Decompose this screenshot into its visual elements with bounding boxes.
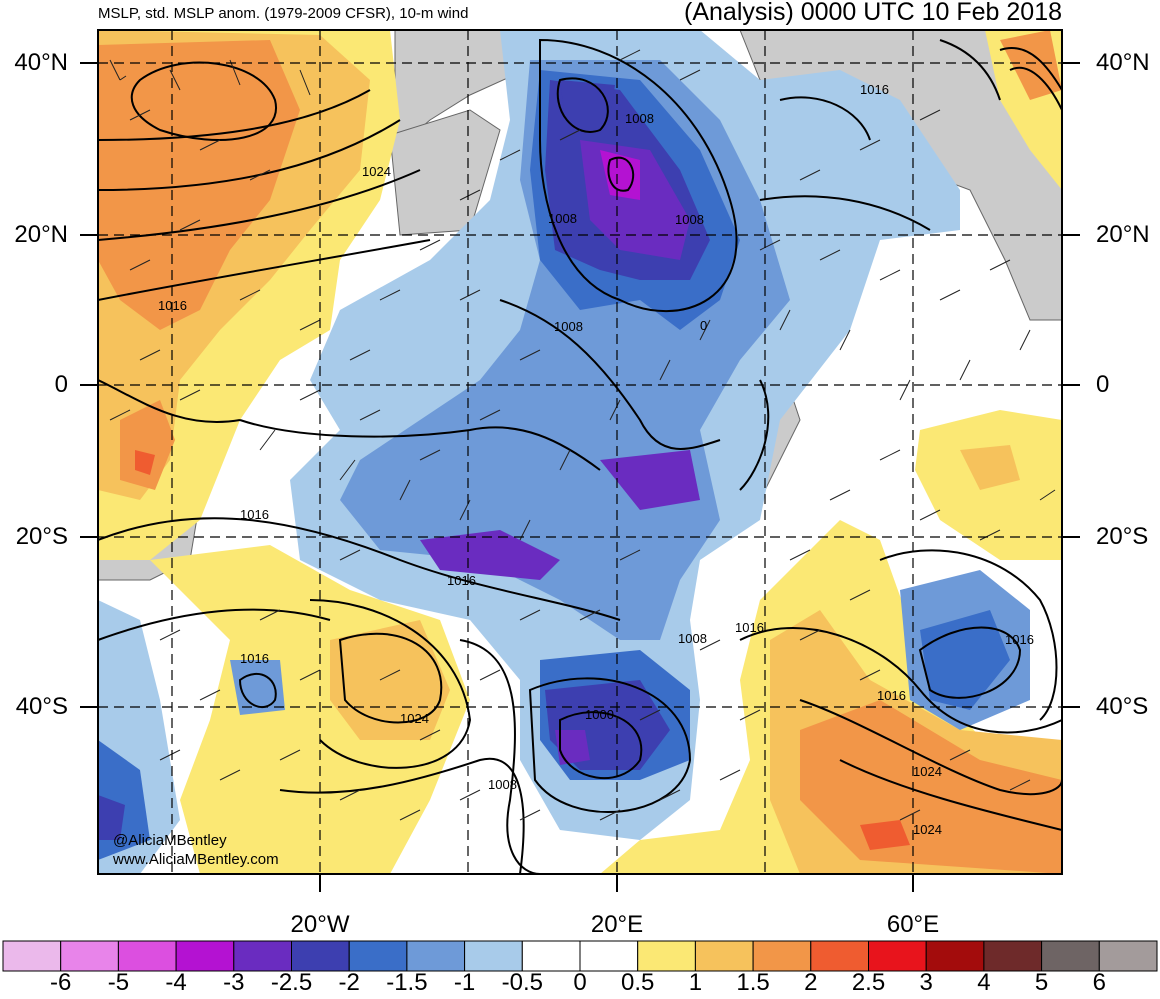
lat-label-left: 0 — [54, 371, 68, 398]
map-frame — [97, 29, 1063, 875]
credit-handle: @AliciaMBentley — [113, 832, 227, 849]
colorbar-tick-label: -5 — [107, 969, 130, 996]
colorbar-swatch — [464, 940, 523, 972]
colorbar-swatch — [752, 940, 812, 972]
colorbar-tick-label: -4 — [165, 969, 187, 996]
colorbar-swatch — [2, 940, 62, 972]
colorbar-swatch — [579, 940, 639, 972]
isobar-label: 1016 — [1005, 632, 1034, 647]
lat-label-left: 20°S — [15, 523, 68, 550]
colorbar-tick-label: -1 — [453, 969, 476, 996]
axis-ticks — [80, 62, 1080, 892]
colorbar-swatch — [291, 940, 350, 972]
isobar-labels: 1024 1016 1008 1008 1008 1008 0 1016 101… — [158, 82, 1034, 837]
colorbar-tick-label: 0.5 — [621, 969, 655, 996]
colorbar-swatch — [521, 940, 581, 972]
isobar-label: 1024 — [913, 822, 942, 837]
lat-label-left: 20°N — [14, 221, 68, 248]
lat-label-right: 20°N — [1096, 221, 1150, 248]
credit-website: www.AliciaMBentley.com — [113, 851, 279, 868]
negative-anomaly-areas — [98, 30, 1030, 874]
isobar-label: 1016 — [735, 620, 764, 635]
isobar-label: 0 — [700, 318, 707, 333]
colorbar-tick-label: 3 — [919, 969, 933, 996]
isobar-label: 1008 — [625, 111, 654, 126]
colorbar-tick-label: 5 — [1034, 969, 1049, 996]
colorbar-swatch — [406, 940, 466, 972]
colorbar-swatch — [637, 940, 696, 972]
isobar-label: 1016 — [877, 688, 906, 703]
colorbar-swatch — [925, 940, 985, 972]
colorbar-tick-label: 6 — [1092, 969, 1106, 996]
colorbar-swatch — [117, 940, 177, 972]
colorbar-tick-label: -6 — [50, 969, 72, 996]
colorbar-tick-label: -2 — [338, 969, 360, 996]
colorbar-swatch — [810, 940, 869, 972]
colorbar-swatch — [233, 940, 293, 972]
isobar-label: 1008 — [675, 212, 704, 227]
colorbar-swatch — [175, 940, 235, 972]
colorbar-swatch — [60, 940, 119, 972]
positive-anomaly-areas — [98, 30, 1062, 874]
colorbar-swatch — [983, 940, 1043, 972]
lat-label-right: 40°N — [1096, 49, 1150, 76]
isobar-label: 1016 — [860, 82, 889, 97]
isobar-label: 1016 — [240, 507, 269, 522]
colorbar-tick-label: -2.5 — [270, 969, 313, 996]
colorbar-swatch — [1041, 940, 1100, 972]
lat-label-right: 0 — [1096, 371, 1110, 398]
isobar-label: 1008 — [548, 211, 577, 226]
colorbar-swatch — [1098, 940, 1158, 972]
lon-label: 20°E — [590, 911, 644, 938]
analysis-time: (Analysis) 0000 UTC 10 Feb 2018 — [684, 0, 1062, 26]
colorbar-tick-label: 2.5 — [851, 969, 886, 996]
isobar-label: 1000 — [585, 707, 614, 722]
map-canvas — [98, 30, 1062, 874]
anomaly-colorbar — [2, 940, 1158, 972]
isobar-label: 1008 — [678, 631, 707, 646]
lat-label-left: 40°S — [15, 693, 68, 720]
colorbar-tick-label: 2 — [804, 969, 818, 996]
colorbar-tick-label: 1 — [688, 969, 703, 996]
lon-label: 60°E — [886, 911, 940, 938]
isobar-label: 1024 — [913, 764, 942, 779]
isobar-label: 1008 — [554, 319, 583, 334]
lat-label-right: 20°S — [1096, 523, 1149, 550]
colorbar-swatch — [348, 940, 408, 972]
wind-barbs — [109, 49, 1056, 821]
isobar-label: 1024 — [362, 164, 391, 179]
colorbar-tick-label: 1.5 — [736, 969, 770, 996]
map-title: MSLP, std. MSLP anom. (1979-2009 CFSR), … — [98, 5, 469, 22]
isobar-label: 1024 — [400, 711, 429, 726]
colorbar-swatch — [868, 940, 927, 972]
colorbar-tick-label: -0.5 — [501, 969, 543, 996]
colorbar-tick-label: 0 — [573, 969, 587, 996]
isobar-label: 1008 — [488, 777, 517, 792]
lat-label-left: 40°N — [14, 49, 68, 76]
colorbar-tick-label: -1.5 — [386, 969, 428, 996]
lat-label-right: 40°S — [1096, 693, 1149, 720]
colorbar-swatch — [694, 940, 754, 972]
isobar-contours — [98, 38, 1062, 874]
isobar-label: 1016 — [158, 298, 187, 313]
isobar-label: 1016 — [447, 573, 476, 588]
colorbar-tick-label: 4 — [977, 969, 991, 996]
lon-label: 20°W — [290, 911, 350, 938]
isobar-label: 1016 — [240, 651, 269, 666]
colorbar-tick-label: -3 — [223, 969, 245, 996]
lat-lon-grid — [98, 30, 1062, 874]
